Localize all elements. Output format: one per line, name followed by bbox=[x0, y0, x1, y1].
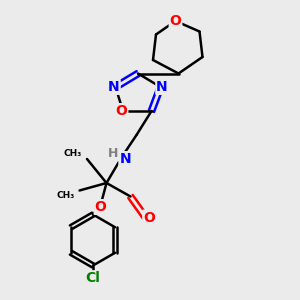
Text: Cl: Cl bbox=[85, 271, 100, 285]
Text: O: O bbox=[116, 104, 128, 118]
Text: O: O bbox=[94, 200, 106, 214]
Text: N: N bbox=[119, 152, 131, 166]
Text: O: O bbox=[169, 14, 181, 28]
Text: N: N bbox=[156, 80, 168, 94]
Text: O: O bbox=[143, 211, 155, 224]
Text: H: H bbox=[108, 147, 118, 161]
Text: CH₃: CH₃ bbox=[57, 191, 75, 200]
Text: N: N bbox=[108, 80, 120, 94]
Text: CH₃: CH₃ bbox=[63, 149, 82, 158]
